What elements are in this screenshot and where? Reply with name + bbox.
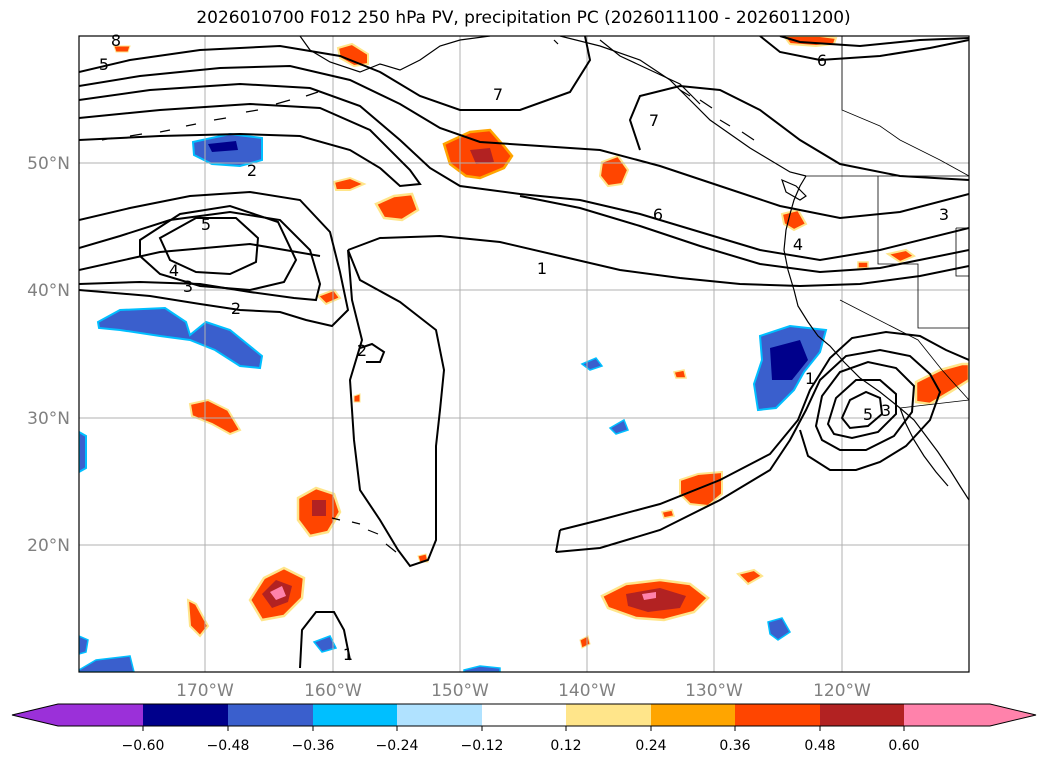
lon-label-120w: 120°W bbox=[813, 681, 871, 701]
precip-positive-blob bbox=[857, 261, 869, 269]
precip-positive-core bbox=[642, 592, 656, 600]
lat-label-40n: 40°N bbox=[27, 281, 70, 301]
lon-label-150w: 150°W bbox=[431, 681, 489, 701]
lon-label-170w: 170°W bbox=[176, 681, 234, 701]
precip-positive-blob bbox=[188, 398, 242, 436]
precip-positive-core bbox=[312, 500, 326, 516]
political-boundaries bbox=[806, 36, 969, 409]
contour-label: 6 bbox=[817, 51, 827, 70]
colorbar-tick-label: −0.60 bbox=[122, 738, 165, 754]
contour-label: 5 bbox=[201, 215, 211, 234]
lat-label-50n: 50°N bbox=[27, 154, 70, 174]
precip-negative-blob bbox=[79, 430, 87, 474]
precip-negative-blob bbox=[463, 665, 501, 672]
latitude-labels: 50°N 40°N 30°N 20°N bbox=[27, 154, 70, 556]
colorbar-segment bbox=[143, 704, 228, 726]
contour-label: 5 bbox=[863, 405, 873, 424]
precip-positive-core bbox=[270, 586, 286, 600]
precip-negative-blob bbox=[580, 357, 604, 371]
precip-positive-blob bbox=[374, 192, 420, 222]
contour-label: 6 bbox=[653, 205, 663, 224]
colorbar-tick-label: 0.36 bbox=[719, 738, 750, 754]
colorbar-tick-label: 0.24 bbox=[635, 738, 666, 754]
colorbar-segment bbox=[12, 704, 143, 726]
precip-positive-blob bbox=[598, 154, 630, 188]
precip-negative-blob bbox=[608, 418, 629, 435]
contour-label: 2 bbox=[357, 341, 367, 360]
precip-positive-blob bbox=[679, 470, 723, 508]
precip-positive-blob bbox=[661, 509, 675, 519]
colorbar-tick-label: −0.36 bbox=[292, 738, 335, 754]
precip-negative-blob bbox=[312, 635, 338, 653]
colorbar: −0.60 −0.48 −0.36 −0.24 −0.12 0.12 0.24 … bbox=[11, 703, 1037, 754]
precip-positive-blob bbox=[186, 598, 210, 638]
precip-negative-core bbox=[770, 340, 808, 380]
colorbar-tick-label: −0.24 bbox=[376, 738, 419, 754]
colorbar-segment bbox=[566, 704, 651, 726]
precip-negative-core bbox=[208, 141, 238, 152]
contour-label: 3 bbox=[183, 277, 193, 296]
colorbar-tick-label: 0.12 bbox=[550, 738, 581, 754]
precip-negative-blob bbox=[79, 635, 89, 655]
contour-label: 8 bbox=[111, 31, 121, 50]
precip-positive-blob bbox=[736, 568, 764, 586]
precip-positive-blob bbox=[673, 369, 687, 379]
colorbar-ticks bbox=[142, 726, 905, 731]
contour-label: 4 bbox=[793, 235, 803, 254]
colorbar-segment bbox=[820, 704, 904, 726]
map-title: 2026010700 F012 250 hPa PV, precipitatio… bbox=[196, 8, 851, 28]
contour-label: 7 bbox=[649, 111, 659, 130]
precip-negative-blob bbox=[96, 306, 264, 370]
precip-positive-blob bbox=[353, 393, 361, 403]
colorbar-outline bbox=[11, 703, 1037, 727]
precip-shading bbox=[79, 36, 969, 672]
colorbar-segment bbox=[313, 704, 397, 726]
colorbar-tick-label: 0.60 bbox=[888, 738, 919, 754]
colorbar-segment bbox=[651, 704, 735, 726]
precip-positive-core bbox=[470, 148, 494, 164]
precip-positive-core bbox=[626, 588, 686, 612]
lon-label-130w: 130°W bbox=[685, 681, 743, 701]
colorbar-segment bbox=[482, 704, 566, 726]
colorbar-segment bbox=[397, 704, 482, 726]
longitude-labels: 170°W 160°W 150°W 140°W 130°W 120°W bbox=[176, 681, 871, 701]
contour-label: 1 bbox=[343, 645, 353, 664]
colorbar-tick-label: 0.48 bbox=[804, 738, 835, 754]
pv-contours bbox=[79, 36, 969, 669]
precip-negative-blob bbox=[767, 617, 791, 641]
precip-positive-blob bbox=[336, 42, 369, 68]
precip-negative-blob bbox=[79, 655, 135, 672]
lat-label-30n: 30°N bbox=[27, 409, 70, 429]
lon-label-160w: 160°W bbox=[304, 681, 362, 701]
colorbar-segment bbox=[228, 704, 313, 726]
contour-labels: 8 5 7 7 6 2 5 6 3 4 3 1 2 4 1 2 3 5 1 bbox=[99, 31, 949, 664]
contour-label: 3 bbox=[939, 205, 949, 224]
colorbar-segment bbox=[904, 704, 1036, 726]
contour-label: 1 bbox=[805, 369, 815, 388]
precip-positive-blob bbox=[332, 176, 367, 191]
contour-label: 2 bbox=[231, 299, 241, 318]
colorbar-tick-label: −0.48 bbox=[207, 738, 250, 754]
contour-label: 7 bbox=[493, 85, 503, 104]
precip-positive-blob bbox=[113, 45, 131, 53]
contour-label: 1 bbox=[537, 259, 547, 278]
map-frame bbox=[78, 35, 970, 673]
precip-positive-blob bbox=[885, 248, 916, 264]
colorbar-tick-label: −0.12 bbox=[461, 738, 504, 754]
contour-label: 5 bbox=[99, 55, 109, 74]
colorbar-segment bbox=[735, 704, 820, 726]
colorbar-tick-labels: −0.60 −0.48 −0.36 −0.24 −0.12 0.12 0.24 … bbox=[122, 738, 920, 754]
map-gridlines bbox=[79, 36, 969, 672]
precip-positive-blob bbox=[780, 208, 808, 232]
coastlines bbox=[101, 36, 969, 553]
contour-label: 2 bbox=[247, 161, 257, 180]
precip-positive-blob bbox=[316, 288, 342, 306]
lon-label-140w: 140°W bbox=[558, 681, 616, 701]
precip-positive-blob bbox=[579, 635, 591, 649]
lat-label-20n: 20°N bbox=[27, 536, 70, 556]
precip-positive-blob bbox=[914, 362, 969, 406]
contour-label: 3 bbox=[881, 401, 891, 420]
contour-label: 4 bbox=[169, 261, 179, 280]
